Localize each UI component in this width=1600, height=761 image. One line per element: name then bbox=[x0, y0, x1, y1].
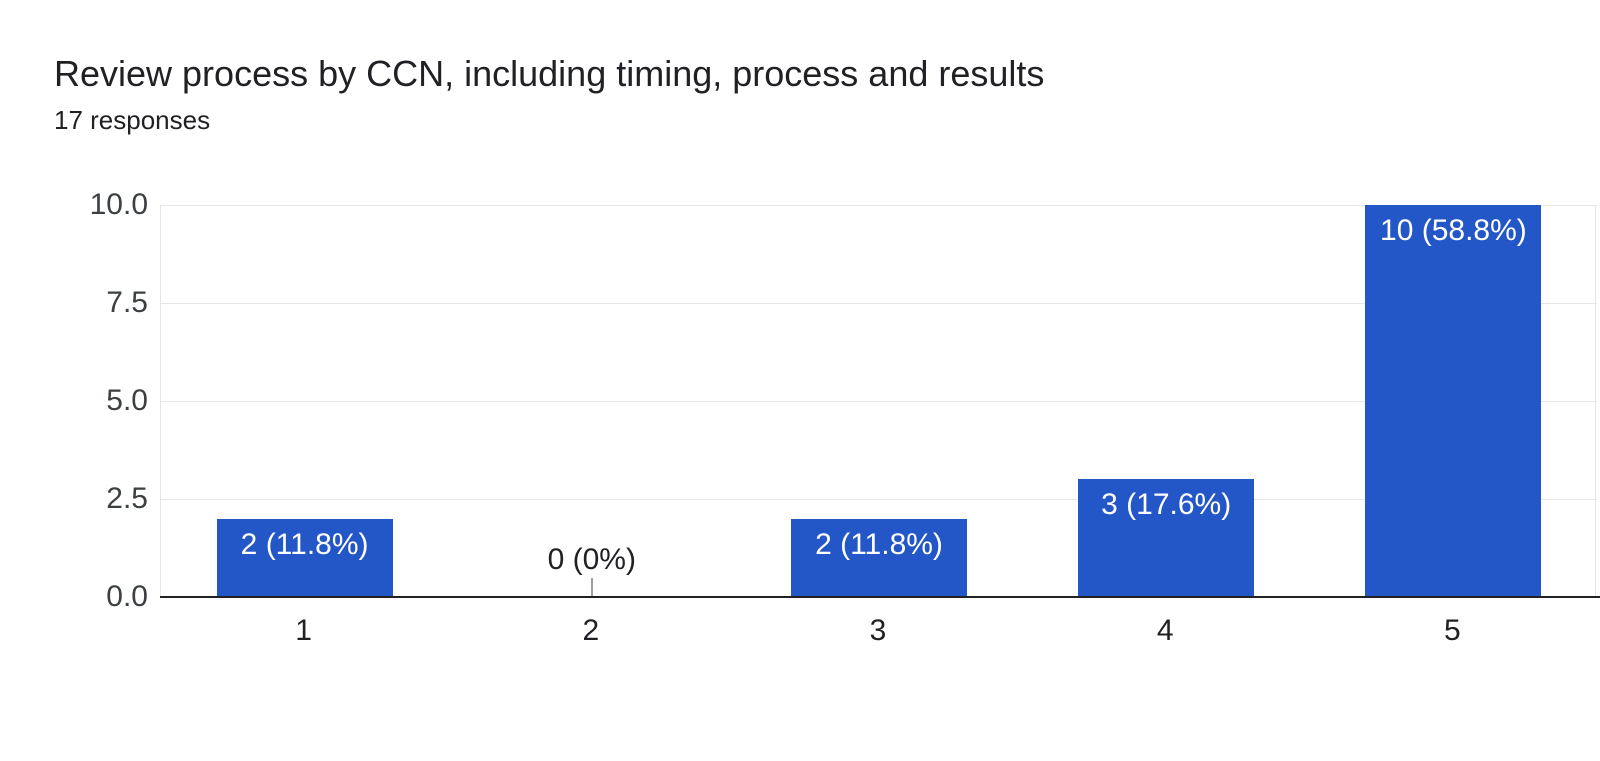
y-tick-label: 10.0 bbox=[89, 188, 148, 221]
plot-right-edge-gridline bbox=[1595, 205, 1596, 597]
bar-value-label: 2 (11.8%) bbox=[240, 527, 369, 561]
zero-value-label: 0 (0%) bbox=[547, 543, 636, 576]
x-axis-line bbox=[160, 596, 1600, 598]
x-tick-label: 3 bbox=[869, 614, 887, 647]
bar-category-5: 10 (58.8%) bbox=[1365, 205, 1542, 597]
x-tick-label: 2 bbox=[582, 614, 600, 647]
gridline bbox=[161, 498, 1597, 500]
gridline bbox=[161, 204, 1597, 206]
x-tick-label: 5 bbox=[1444, 614, 1461, 647]
gridline bbox=[161, 302, 1597, 304]
question-title: Review process by CCN, including timing,… bbox=[54, 53, 1045, 94]
response-count: 17 responses bbox=[54, 105, 211, 135]
y-tick-label: 7.5 bbox=[106, 286, 148, 319]
zero-label-stem bbox=[590, 578, 593, 596]
gridline bbox=[161, 400, 1597, 402]
x-tick-label: 1 bbox=[295, 614, 312, 647]
bar-category-3: 2 (11.8%) bbox=[791, 518, 967, 597]
bar-value-label: 10 (58.8%) bbox=[1380, 214, 1527, 247]
y-tick-label: 5.0 bbox=[106, 384, 148, 417]
bar-value-label: 2 (11.8%) bbox=[815, 527, 943, 561]
plot-area: 2 (11.8%) 0 (0%) 2 (11.8%) 3 (17.6%) 10 (58.… bbox=[160, 204, 1597, 597]
bar-category-1: 2 (11.8%) bbox=[216, 518, 393, 597]
y-tick-label: 2.5 bbox=[106, 482, 148, 515]
y-tick-label: 0.0 bbox=[106, 580, 148, 613]
bar-value-label: 3 (17.6%) bbox=[1101, 488, 1232, 522]
x-tick-label: 4 bbox=[1156, 614, 1174, 647]
bar-category-4: 3 (17.6%) bbox=[1078, 479, 1255, 597]
